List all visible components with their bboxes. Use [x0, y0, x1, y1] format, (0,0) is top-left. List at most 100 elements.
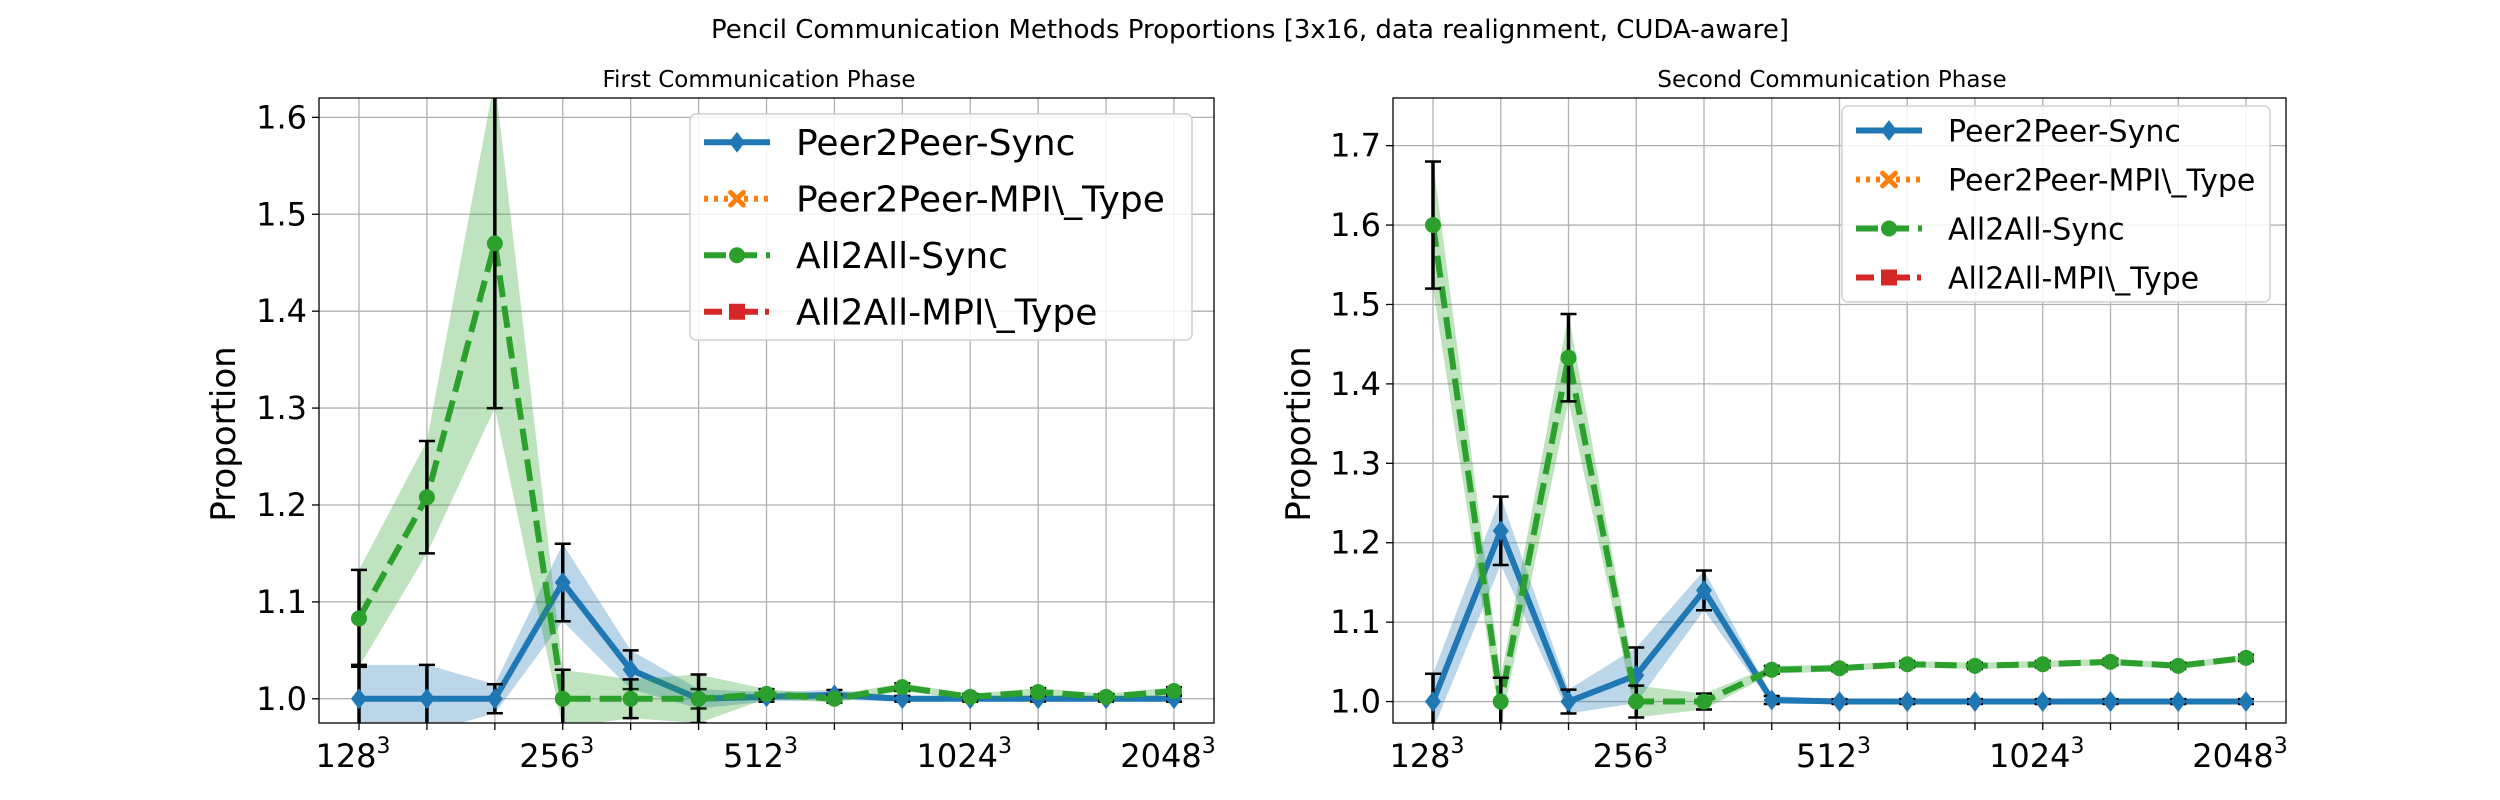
- y-tick-label: 1.1: [256, 583, 307, 621]
- data-point: [1166, 683, 1182, 700]
- data-point: [2238, 691, 2254, 712]
- data-point: [1696, 693, 1712, 710]
- figure-title: Pencil Communication Methods Proportions…: [711, 15, 1789, 45]
- data-point: [2170, 657, 2187, 674]
- data-point: [1098, 688, 1115, 705]
- y-axis-label: Proportion: [1279, 346, 1319, 521]
- data-point: [1763, 689, 1780, 711]
- y-tick-label: 1.7: [1330, 127, 1381, 165]
- y-tick-label: 1.4: [1330, 365, 1381, 403]
- y-tick-label: 1.4: [256, 292, 307, 330]
- y-tick-label: 1.0: [256, 680, 307, 718]
- legend-marker: [729, 247, 745, 264]
- data-point: [554, 572, 571, 593]
- x-tick-label: 2563: [1593, 734, 1668, 775]
- series-all2all-sync: [351, 98, 1182, 723]
- x-tick-label: 10243: [917, 734, 1012, 775]
- data-point: [1763, 661, 1780, 678]
- x-tick-label: 5123: [723, 734, 798, 775]
- data-point: [1560, 349, 1577, 366]
- y-tick-label: 1.2: [256, 486, 307, 524]
- legend-label: All2All-Sync: [1948, 212, 2125, 247]
- x-tick-label: 1283: [1389, 734, 1464, 775]
- plot-area: [1425, 160, 2254, 723]
- legend-marker: [1880, 170, 1898, 189]
- x-tick-label: 20483: [1120, 734, 1215, 775]
- data-point: [1899, 691, 1916, 712]
- chart-title: Second Communication Phase: [1657, 67, 2006, 93]
- data-point: [2102, 653, 2119, 670]
- data-point: [554, 690, 571, 707]
- data-point: [1030, 683, 1047, 700]
- data-point: [690, 690, 707, 707]
- data-point: [622, 659, 639, 681]
- legend-marker: [728, 189, 746, 208]
- axes-frame: [318, 97, 1215, 724]
- x-tick-label: 20483: [2192, 734, 2287, 775]
- y-tick-label: 1.2: [1330, 524, 1381, 562]
- legend-label: Peer2Peer-MPI\_Type: [1948, 163, 2255, 198]
- data-point: [486, 688, 503, 710]
- data-point: [1696, 579, 1712, 601]
- legend-marker: [729, 131, 745, 153]
- chart-title: First Communication Phase: [603, 67, 916, 93]
- data-point: [1967, 691, 1983, 712]
- y-tick-label: 1.0: [1330, 683, 1381, 721]
- legend: Peer2Peer-Sync Peer2Peer-MPI\_Type All2All…: [1841, 105, 2271, 303]
- legend: Peer2Peer-Sync Peer2Peer-MPI\_Type All2All…: [689, 113, 1193, 341]
- data-point: [351, 610, 367, 627]
- y-tick-label: 1.6: [256, 98, 307, 136]
- legend-marker: [1881, 269, 1897, 286]
- data-point: [351, 688, 367, 710]
- y-tick-label: 1.5: [1330, 285, 1381, 323]
- legend-label: All2All-Sync: [796, 236, 1008, 277]
- data-point: [2170, 691, 2187, 712]
- data-point: [1425, 217, 1441, 234]
- plot-area: [351, 98, 1182, 723]
- data-point: [1628, 693, 1645, 710]
- y-tick-label: 1.6: [1330, 206, 1381, 244]
- axes-frame: [1392, 97, 2287, 724]
- x-tick-label: 2563: [519, 734, 594, 775]
- legend-marker: [1881, 120, 1897, 141]
- y-axis-label: Proportion: [204, 346, 244, 521]
- data-point: [758, 685, 775, 702]
- x-tick-label: 1283: [315, 734, 390, 775]
- data-point: [962, 688, 979, 705]
- chart-panel-first-phase: First Communication Phase Proportion 1.0…: [204, 67, 1216, 775]
- data-point: [2034, 691, 2051, 712]
- data-point: [1831, 691, 1848, 712]
- data-point: [826, 690, 843, 707]
- legend-box: [1841, 105, 2271, 303]
- y-tick-label: 1.5: [256, 195, 307, 233]
- legend-label: Peer2Peer-Sync: [796, 123, 1075, 164]
- legend-label: All2All-MPI\_Type: [796, 293, 1097, 334]
- data-point: [486, 235, 503, 252]
- data-point: [418, 688, 435, 710]
- data-point: [418, 489, 435, 506]
- legend-marker: [1881, 220, 1897, 237]
- chart-panel-second-phase: Second Communication Phase Proportion 1.…: [1279, 67, 2288, 775]
- data-point: [622, 690, 639, 707]
- x-tick-label: 10243: [1989, 734, 2084, 775]
- data-point: [2102, 691, 2119, 712]
- data-point: [2238, 649, 2254, 666]
- data-point: [1492, 693, 1509, 710]
- data-point: [894, 679, 911, 696]
- data-point: [1831, 660, 1848, 677]
- data-point: [1560, 691, 1577, 712]
- data-point: [1425, 691, 1441, 712]
- legend-label: Peer2Peer-Sync: [1948, 114, 2181, 149]
- x-tick-label: 5123: [1796, 734, 1871, 775]
- data-point: [1492, 520, 1509, 542]
- legend-box: [689, 113, 1193, 341]
- data-point: [1899, 656, 1916, 673]
- data-point: [1967, 657, 1983, 674]
- y-tick-label: 1.1: [1330, 603, 1381, 641]
- legend-label: All2All-MPI\_Type: [1948, 261, 2199, 296]
- legend-label: Peer2Peer-MPI\_Type: [796, 180, 1165, 221]
- y-tick-label: 1.3: [256, 389, 307, 427]
- series-all2all-sync: [1425, 160, 2254, 723]
- y-tick-label: 1.3: [1330, 444, 1381, 482]
